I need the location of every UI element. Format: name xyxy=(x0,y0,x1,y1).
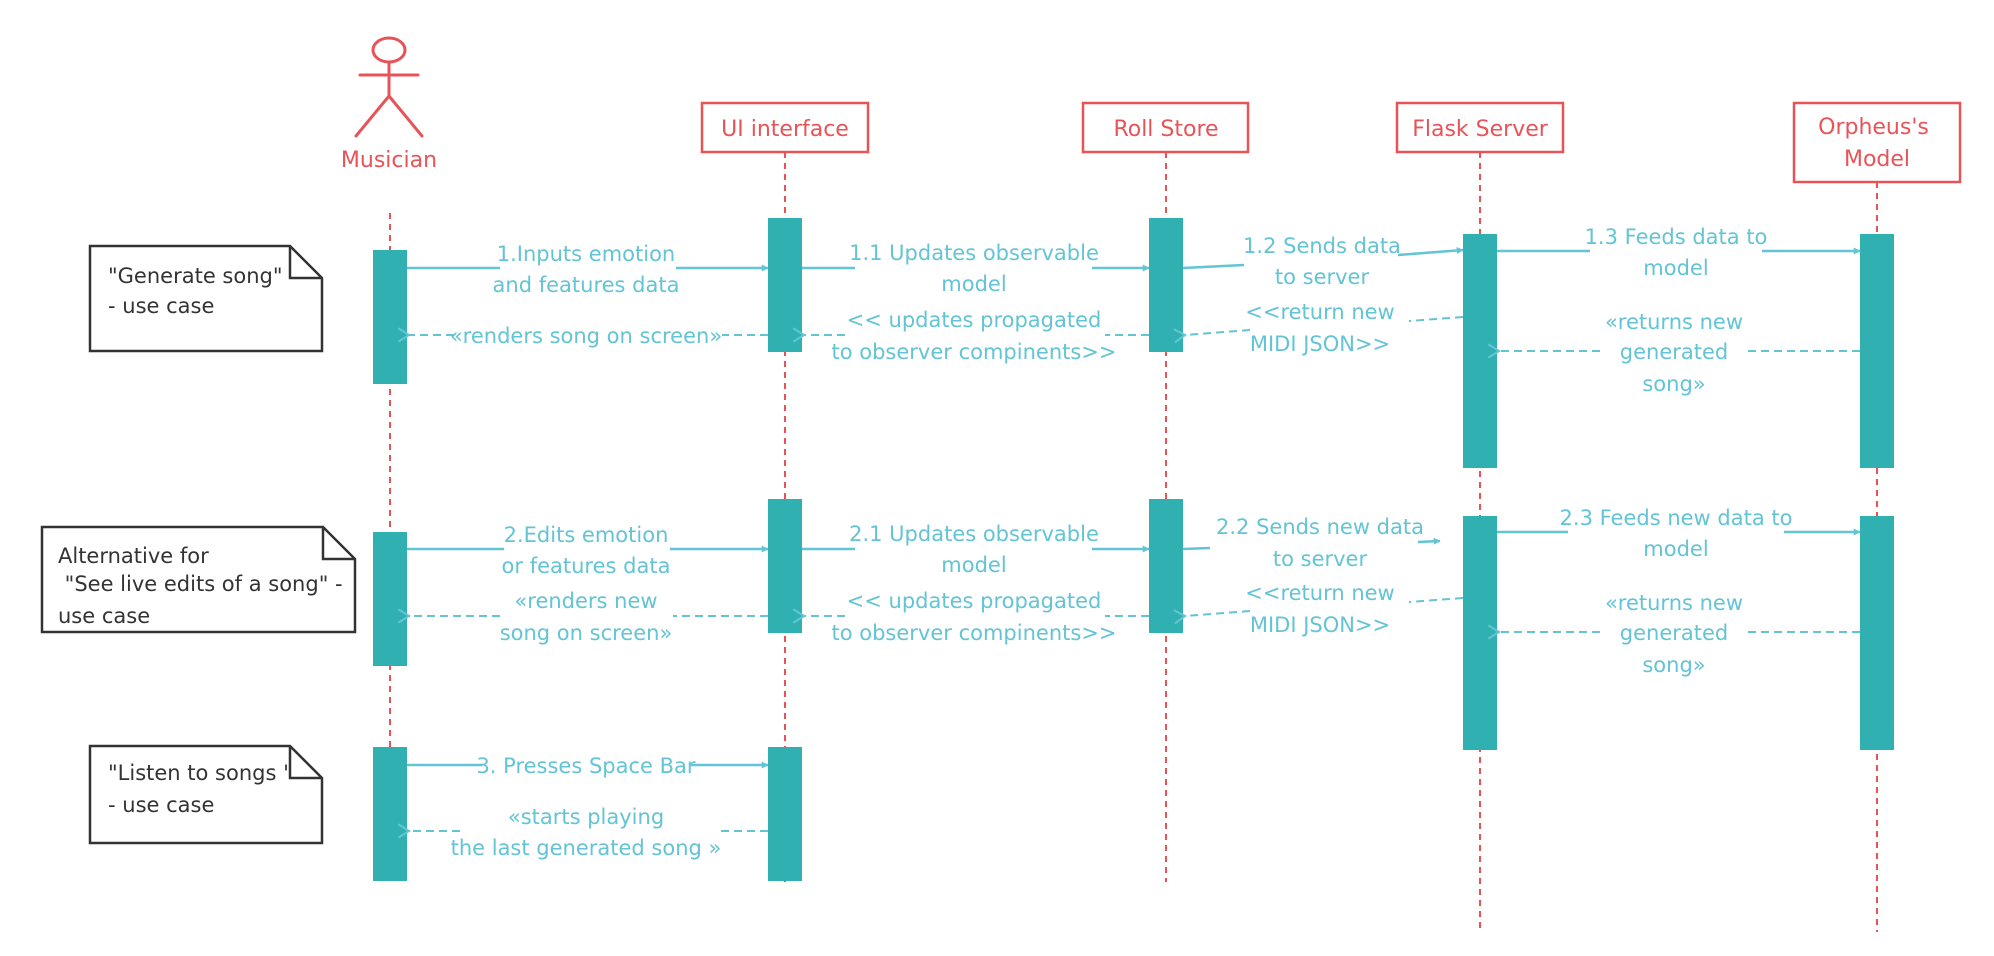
participant-store: Roll Store xyxy=(1083,103,1248,152)
message-3-return-playing: «starts playing the last generated song » xyxy=(409,805,768,860)
activation-store-2 xyxy=(1149,499,1183,633)
message-1-1-updates-model: 1.1 Updates observable model xyxy=(802,241,1149,296)
message-2-2-sends-new-data: 2.2 Sends new data to server xyxy=(1183,515,1440,571)
message-3-space-bar: 3. Presses Space Bar xyxy=(407,754,768,778)
message-1-2-return-midi: <<return new MIDI JSON>> xyxy=(1185,300,1463,356)
note-listen-songs: "Listen to songs " - use case xyxy=(90,746,322,843)
message-1-3-return-song: «returns new generated song» xyxy=(1499,310,1860,396)
message-1-2-sends-data: 1.2 Sends data to server xyxy=(1183,234,1463,289)
message-1-1-return-propagated: << updates propagated to observer compine… xyxy=(804,308,1149,364)
message-1-return-renders: «renders song on screen» xyxy=(409,324,768,348)
note-live-edits: Alternative for "See live edits of a son… xyxy=(42,527,355,632)
message-2-3-feeds-new-data: 2.3 Feeds new data to model xyxy=(1497,506,1860,561)
message-2-1-updates-model: 2.1 Updates observable model xyxy=(802,522,1149,577)
participant-store-label: Roll Store xyxy=(1113,117,1218,142)
message-1-inputs: 1.Inputs emotion and features data xyxy=(407,242,768,297)
message-2-3-return-song: «returns new generated song» xyxy=(1499,591,1860,677)
participant-flask: Flask Server xyxy=(1397,103,1563,152)
svg-text:UI interface: UI interface xyxy=(721,117,849,142)
svg-text:Roll Store: Roll Store xyxy=(1113,117,1218,142)
activation-model-2 xyxy=(1860,516,1894,750)
message-1-3-feeds-model: 1.3 Feeds data to model xyxy=(1497,225,1860,280)
message-2-2-return-midi: <<return new MIDI JSON>> xyxy=(1185,581,1463,637)
participant-model-label-line1: Orpheus's xyxy=(1818,115,1929,140)
activation-musician-3 xyxy=(373,747,407,881)
note-generate-song: "Generate song" - use case xyxy=(90,246,322,351)
participant-ui-label: UI interface xyxy=(721,117,849,142)
participant-model: Orpheus's Model xyxy=(1794,103,1960,182)
activation-flask-1 xyxy=(1463,234,1497,468)
svg-text:«renders song on screen»: «renders song on screen» xyxy=(450,324,722,348)
activation-model-1 xyxy=(1860,234,1894,468)
message-2-return-renders: «renders new song on screen» xyxy=(409,589,768,645)
activation-ui-3 xyxy=(768,747,802,881)
activation-ui-1 xyxy=(768,218,802,352)
activation-musician-2 xyxy=(373,532,407,666)
activation-store-1 xyxy=(1149,218,1183,352)
participant-ui: UI interface xyxy=(702,103,868,152)
participant-flask-label: Flask Server xyxy=(1412,117,1549,142)
activation-ui-2 xyxy=(768,499,802,633)
participant-model-label-line2: Model xyxy=(1844,147,1910,172)
actor-musician-label: Musician xyxy=(341,148,437,173)
activation-musician-1 xyxy=(373,250,407,384)
message-2-edits: 2.Edits emotion or features data xyxy=(407,523,768,578)
message-2-1-return-propagated: << updates propagated to observer compine… xyxy=(804,589,1149,645)
svg-text:3. Presses Space Bar: 3. Presses Space Bar xyxy=(476,754,695,778)
activation-flask-2 xyxy=(1463,516,1497,750)
svg-text:Flask Server: Flask Server xyxy=(1412,117,1549,142)
actor-musician-icon xyxy=(356,38,422,136)
